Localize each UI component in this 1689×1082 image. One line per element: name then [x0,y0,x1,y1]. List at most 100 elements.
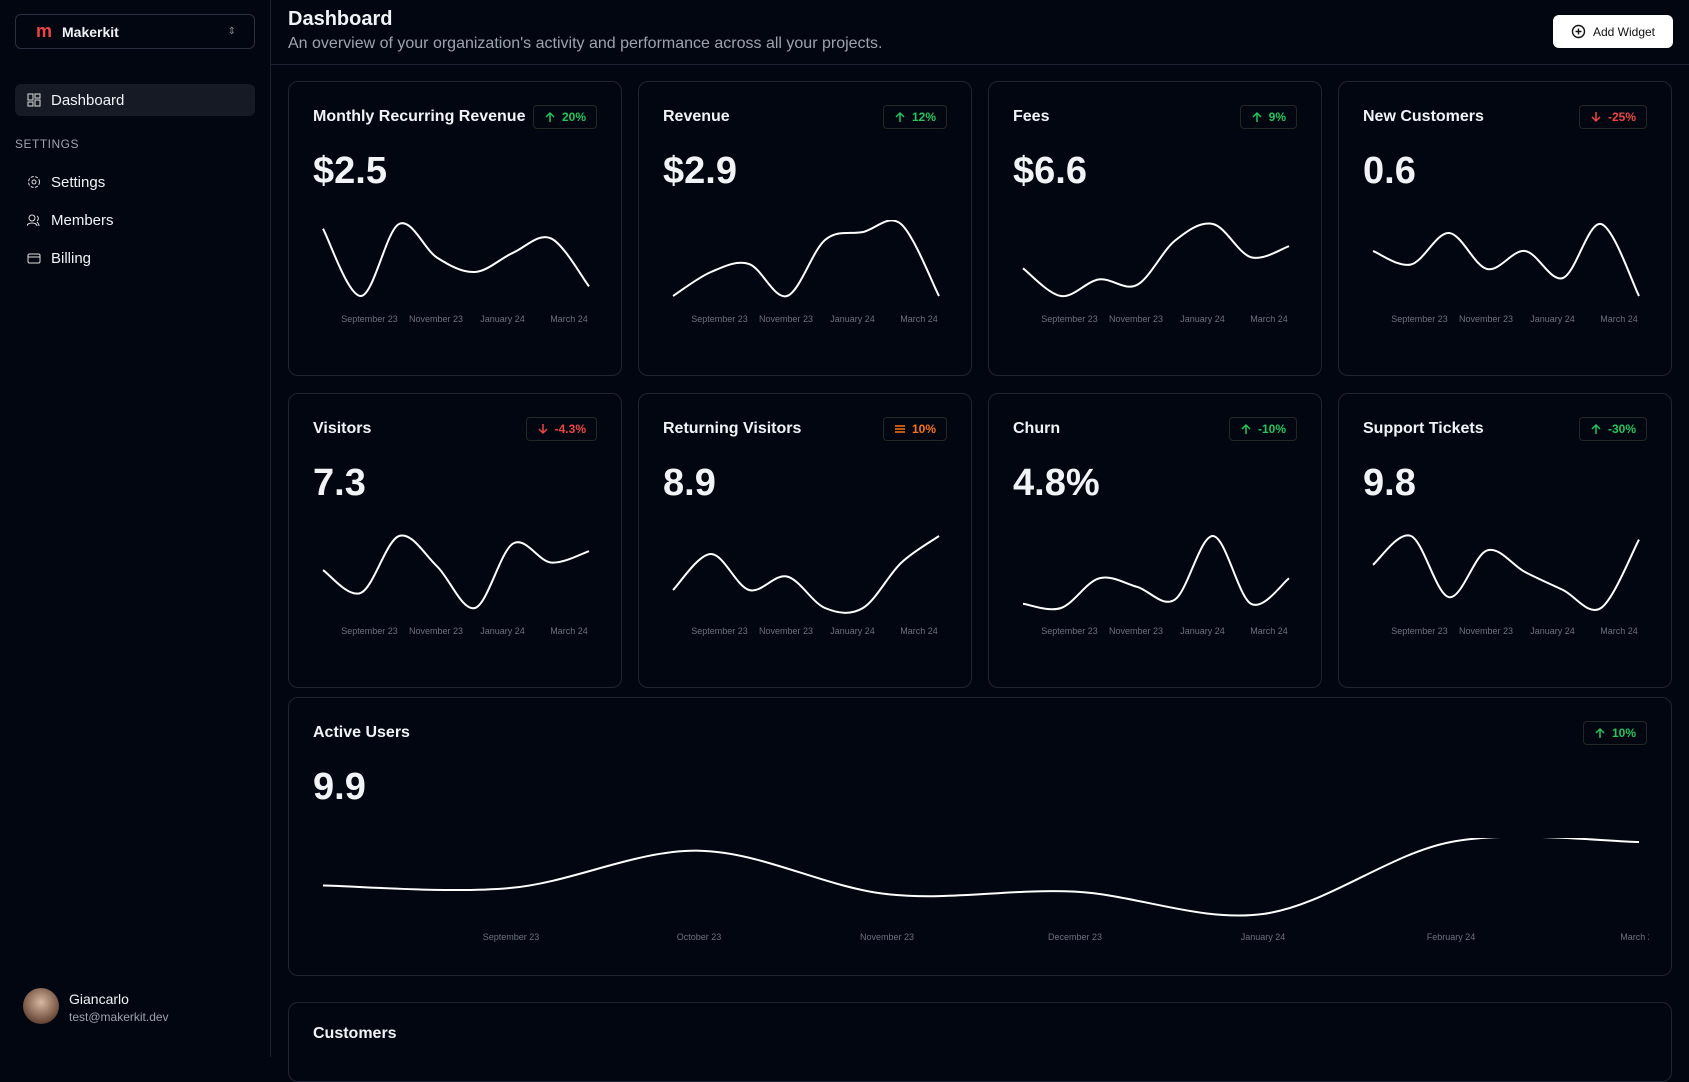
trend-icon [1591,423,1601,434]
sparkline: September 23 November 23 January 24 March 2… [322,534,590,636]
nav-item[interactable]: Members [15,204,255,236]
metric-card: Returning Visitors 10% 8.9 September 23 Nove… [638,393,972,688]
trend-badge: 12% [882,105,947,129]
x-axis-label: February 24 [1427,932,1476,942]
x-axis-label: January 24 [480,314,525,324]
sparkline: September 23 October 23 November 23 Decembe… [322,838,1649,942]
button-label: Add Widget [1592,24,1656,39]
metric-card: Support Tickets -30% 9.8 September 23 Novemb… [1338,393,1672,688]
metric-card: Churn -10% 4.8% September 23 November 23 Janu… [988,393,1322,688]
icon [27,93,41,107]
sparkline-path [1372,534,1640,611]
x-axis-label: November 23 [759,314,813,324]
metric-card: Monthly Recurring Revenue 20% $2.5 Septembe… [288,81,622,376]
sparkline: September 23 November 23 January 24 March 2… [1372,223,1640,324]
nav-item[interactable]: Settings [15,166,255,198]
icon-path [894,425,905,433]
nav-label: Dashboard [51,91,125,109]
x-axis-label: March 24 [900,626,938,636]
card-title: Churn [1013,420,1061,437]
card-title: Returning Visitors [663,420,802,437]
metric-card: Fees 9% $6.6 September 23 November 23 January… [988,81,1322,376]
badge-label: -10% [1257,422,1286,436]
icon [28,176,40,188]
badge-label: -30% [1607,422,1636,436]
trend-badge: -30% [1578,417,1647,441]
org-switcher[interactable]: m Makerkit ⇕ [15,14,255,49]
x-axis-label: March 24 [1600,314,1638,324]
icon-path [1595,727,1605,738]
trend-icon [1241,423,1251,434]
trend-icon [1252,111,1262,122]
x-axis-label: December 23 [1048,932,1102,942]
x-axis-label: November 23 [1109,314,1163,324]
x-axis-label: March 24 [550,314,588,324]
user-name: Giancarlo [69,991,129,1007]
header-divider [271,64,1689,65]
trend-badge: 10% [882,417,947,441]
x-axis-label: January 24 [480,626,525,636]
metric-card: Active Users 10% 9.9 September 23 October 23… [288,697,1672,976]
x-axis-label: March 24 [550,626,588,636]
avatar[interactable] [23,988,59,1024]
card-title: New Customers [1363,108,1484,125]
icon-path [895,111,905,122]
metric-card: Revenue 12% $2.9 September 23 November 23 Jan… [638,81,972,376]
card-value: 9.8 [1363,462,1416,504]
card-title: Visitors [313,420,372,437]
icon-path [1252,111,1262,122]
x-axis-label: November 23 [1459,626,1513,636]
badge-label: 10% [911,422,936,436]
x-axis-label: January 24 [1530,626,1575,636]
sparkline: September 23 November 23 January 24 March 2… [322,222,590,324]
nav-item[interactable]: Billing [15,242,255,274]
icon-path [1591,423,1601,434]
sparkline-path [322,222,590,298]
metric-card: New Customers -25% 0.6 September 23 November… [1338,81,1672,376]
nav-item[interactable]: Dashboard [15,84,255,116]
section-label: SETTINGS [15,137,80,151]
trend-badge: 10% [1582,721,1647,745]
card-title: Fees [1013,108,1050,125]
icon-path [538,424,548,435]
card-title: Active Users [313,724,410,741]
x-axis-label: September 23 [341,314,398,324]
x-axis-label: January 24 [1241,932,1286,942]
sparkline-path [322,838,1640,917]
trend-badge: 9% [1239,105,1297,129]
customers-card: Customers [288,1002,1672,1082]
page-title: Dashboard [288,8,393,30]
trend-badge: -10% [1228,417,1297,441]
x-axis-label: November 23 [860,932,914,942]
trend-badge: 20% [532,105,597,129]
user-email: test@makerkit.dev [69,1010,169,1024]
x-axis-label: September 23 [1391,626,1448,636]
x-axis-label: November 23 [759,626,813,636]
x-axis-label: September 23 [341,626,398,636]
trend-icon [1591,112,1601,123]
trend-icon [538,424,548,435]
logo: m [36,21,53,41]
sparkline-path [1022,534,1290,611]
icon [1571,24,1586,39]
trend-icon [894,425,905,433]
x-axis-label: September 23 [1391,314,1448,324]
sparkline: September 23 November 23 January 24 March 2… [672,220,940,324]
x-axis-label: March 24 [1250,314,1288,324]
card-value: 0.6 [1363,150,1416,192]
x-axis-label: March 24 [1600,626,1638,636]
trend-icon [895,111,905,122]
icon [27,214,40,227]
add-widget-button[interactable]: Add Widget [1553,15,1673,48]
sidebar: m Makerkit ⇕ Dashboard SETTINGS Settings… [0,0,271,1057]
x-axis-label: January 24 [1530,314,1575,324]
x-axis-label: March 24 [1250,626,1288,636]
trend-badge: -25% [1578,105,1647,129]
x-axis-label: September 23 [1041,314,1098,324]
sparkline: September 23 November 23 January 24 March 2… [1022,534,1290,636]
icon-path [1241,423,1251,434]
sparkline: September 23 November 23 January 24 March 2… [672,535,940,636]
icon-path [545,111,555,122]
card-value: 8.9 [663,462,716,504]
badge-label: -4.3% [554,422,586,436]
